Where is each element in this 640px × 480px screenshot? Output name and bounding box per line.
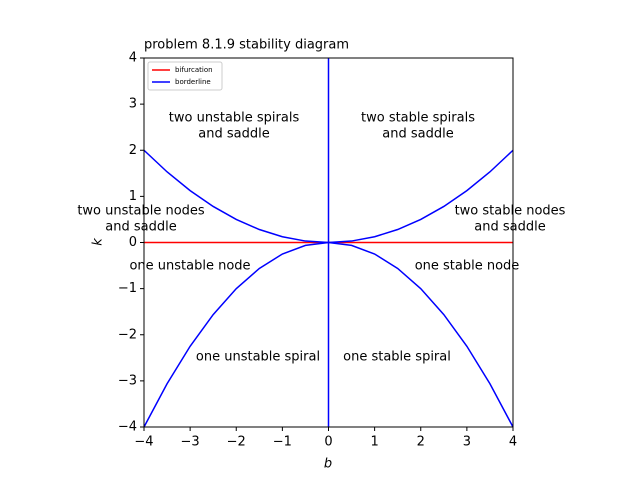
chart-title: problem 8.1.9 stability diagram [144, 38, 349, 53]
annotation: one stable spiral [343, 350, 451, 365]
annotation: and saddle [382, 127, 453, 142]
y-tick-label: −3 [118, 373, 137, 388]
x-tick-label: 0 [324, 435, 332, 450]
y-tick-label: −2 [118, 327, 137, 342]
legend-label: borderline [175, 78, 211, 86]
x-tick-label: −2 [227, 435, 246, 450]
annotation: one stable node [415, 259, 520, 274]
annotation: two stable spirals [361, 111, 475, 126]
x-tick-label: 1 [370, 435, 378, 450]
annotation: one unstable spiral [196, 350, 320, 365]
annotation: and saddle [105, 220, 176, 235]
annotation: two unstable nodes [77, 204, 205, 219]
y-tick-label: 2 [129, 143, 137, 158]
legend-label: bifurcation [175, 66, 213, 74]
y-tick-label: 3 [129, 97, 137, 112]
y-tick-label: −4 [118, 420, 137, 435]
annotation: one unstable node [129, 259, 250, 274]
legend-box [147, 61, 223, 91]
x-tick-label: −4 [134, 435, 153, 450]
plot-frame [143, 57, 514, 428]
x-tick-label: 3 [463, 435, 471, 450]
x-tick-label: −1 [273, 435, 292, 450]
x-tick-label: 4 [509, 435, 517, 450]
y-tick-label: 4 [129, 51, 137, 66]
annotation: and saddle [198, 127, 269, 142]
annotation: two unstable spirals [169, 111, 300, 126]
y-tick-label: −1 [118, 281, 137, 296]
annotation: two stable nodes [455, 204, 566, 219]
y-tick-label: 1 [129, 189, 137, 204]
x-tick-label: 2 [417, 435, 425, 450]
annotation: and saddle [474, 220, 545, 235]
y-tick-label: 0 [129, 235, 137, 250]
x-axis-label: b [324, 457, 332, 472]
series-line [143, 58, 514, 428]
x-tick-label: −3 [181, 435, 200, 450]
y-axis-label: k [91, 238, 106, 246]
